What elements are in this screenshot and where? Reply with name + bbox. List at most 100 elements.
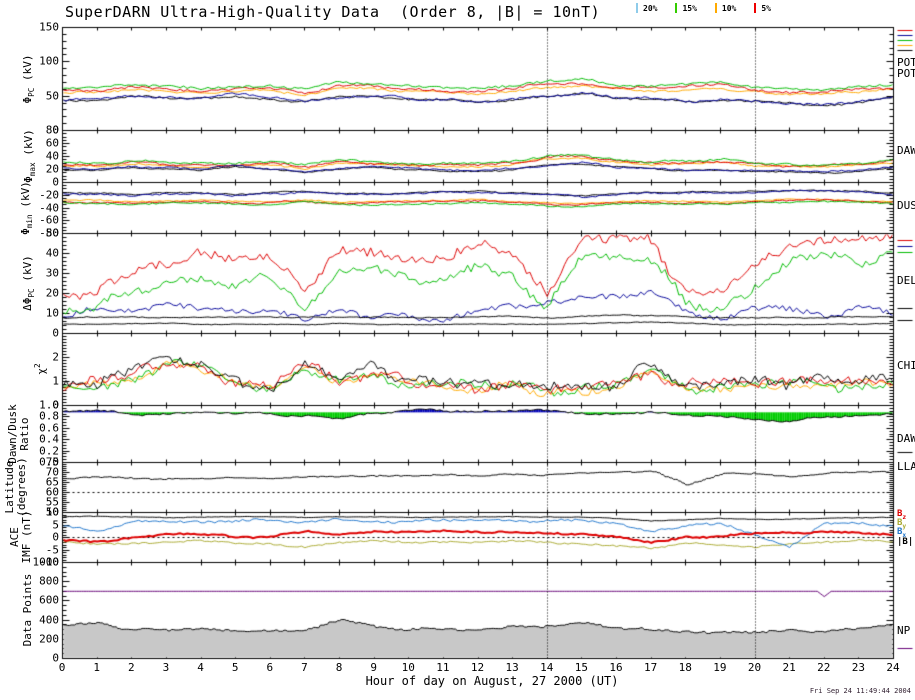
page-title: SuperDARN Ultra-High-Quality Data: [65, 3, 380, 21]
legend-swatch: [714, 3, 717, 13]
y-tick-label: 1: [52, 374, 59, 388]
legend-item: 15%: [675, 3, 697, 13]
y-tick-label: 2: [52, 350, 59, 364]
y-tick-label: 800: [39, 574, 59, 588]
y-tick-label: 50: [45, 505, 59, 519]
legend-item: 10%: [714, 3, 737, 13]
y-tick-label: 40: [45, 246, 59, 260]
plot-timestamp: Fri Sep 24 11:49:44 2004: [809, 687, 911, 695]
y-axis-title: Data Points: [21, 573, 34, 647]
y-tick-label: 0: [52, 123, 59, 137]
y-tick-label: -40: [39, 201, 59, 214]
y-tick-label: 10: [45, 505, 59, 519]
x-tick-label: 11: [436, 661, 450, 674]
x-tick-label: 9: [370, 661, 377, 674]
x-tick-label: 19: [713, 661, 727, 674]
legend-item: 20%: [636, 3, 657, 13]
y-axis-title: Latitude (degrees): [3, 457, 28, 517]
y-axis-title: Φmin (kV): [18, 180, 35, 235]
right-label: DELTA: [897, 274, 915, 287]
y-tick-label: 600: [39, 593, 59, 607]
x-axis-title: Hour of day on August, 27 2000 (UT): [365, 674, 619, 688]
y-tick-label: 150: [39, 20, 59, 34]
y-tick-label: 0: [52, 175, 59, 189]
y-tick-label: 0.6: [39, 421, 59, 435]
x-tick-label: 12: [470, 661, 485, 674]
y-tick-label: -80: [39, 226, 59, 240]
y-tick-label: 60: [45, 136, 59, 150]
y-axis-title: Φmax (kV): [21, 129, 38, 183]
x-tick-label: 7: [301, 661, 308, 674]
right-label: DAWN: [897, 144, 915, 157]
x-tick-label: 4: [197, 661, 204, 674]
y-tick-label: -5: [45, 543, 59, 556]
y-tick-label: 0: [52, 326, 59, 340]
y-tick-label: 0.0: [39, 455, 59, 469]
y-tick-label: 50: [45, 226, 59, 240]
ace-series-label: By: [897, 518, 907, 530]
legend-label: 10%: [721, 3, 737, 13]
y-tick-label: 20: [45, 286, 59, 300]
percentile-legend: 20% 15% 10% 5%: [636, 3, 771, 13]
x-tick-label: 22: [817, 661, 831, 674]
ace-series-label: |B|: [897, 537, 914, 547]
x-tick-label: 15: [574, 661, 588, 674]
y-tick-label: 70: [45, 465, 59, 479]
x-tick-label: 1: [93, 661, 100, 674]
y-tick-label: 400: [39, 613, 59, 627]
y-axis-title: χ2: [33, 363, 48, 375]
right-label: NP: [897, 624, 911, 637]
x-tick-label: 2: [127, 661, 135, 674]
y-tick-label: 0.8: [39, 409, 59, 423]
right-label: LLAT: [897, 460, 915, 473]
legend-item: 5%: [754, 3, 771, 13]
x-tick-label: 24: [886, 661, 900, 674]
y-axis-title: ΔΦPC (kV): [20, 255, 37, 311]
y-tick-label: 0.2: [39, 444, 59, 458]
legend-swatch: [675, 3, 678, 13]
y-tick-label: 30: [45, 266, 59, 280]
y-tick-label: 100: [39, 54, 59, 68]
right-label: DAWN: [897, 432, 915, 445]
x-tick-label: 10: [401, 661, 415, 674]
y-tick-label: 200: [39, 632, 59, 646]
x-tick-label: 0: [58, 661, 66, 674]
page-subtitle: (Order 8, |B| = 10nT): [400, 3, 601, 21]
right-label: CHI: [897, 359, 915, 372]
y-tick-label: -10: [39, 555, 59, 569]
legend-label: 15%: [682, 3, 697, 13]
x-tick-label: 5: [231, 661, 239, 674]
x-tick-label: 6: [266, 661, 274, 674]
y-tick-label: -20: [39, 188, 59, 202]
y-tick-label: 0: [52, 651, 59, 665]
x-tick-label: 13: [505, 661, 519, 674]
y-tick-label: 0: [52, 530, 59, 544]
x-tick-label: 14: [540, 661, 554, 674]
y-tick-label: -60: [39, 213, 59, 227]
x-tick-label: 23: [851, 661, 865, 674]
y-tick-label: 5: [52, 518, 59, 531]
y-tick-label: 80: [45, 123, 59, 137]
y-tick-label: 0.4: [39, 432, 59, 446]
x-tick-label: 21: [782, 661, 796, 674]
x-tick-label: 3: [162, 661, 170, 674]
right-label: DUSK: [897, 199, 915, 212]
y-tick-label: 55: [45, 495, 59, 509]
y-tick-label: 0: [52, 398, 59, 412]
y-tick-label: 20: [45, 162, 59, 176]
y-axis-title: Dawn/Dusk Ratio: [6, 403, 31, 464]
legend-label: 5%: [761, 3, 771, 13]
legend-label: 20%: [643, 3, 658, 13]
y-axis-title: ACE IMF (nT): [8, 510, 33, 564]
ace-series-label: Bx: [897, 527, 907, 539]
right-label: POT: [897, 56, 915, 69]
y-tick-label: 1.0: [39, 398, 59, 412]
y-tick-label: 75: [45, 455, 59, 469]
legend-swatch: [754, 3, 757, 13]
x-tick-label: 16: [609, 661, 623, 674]
y-tick-label: 40: [45, 149, 59, 163]
y-axis-title: ΦPC (kV): [20, 53, 37, 104]
ace-series-label: Bz: [897, 509, 907, 521]
y-tick-label: 1000: [32, 555, 60, 569]
